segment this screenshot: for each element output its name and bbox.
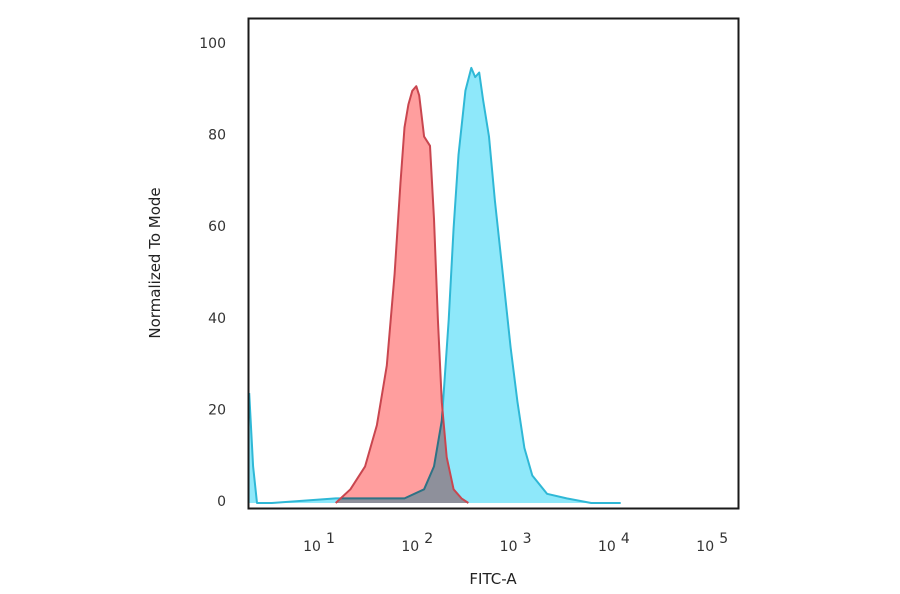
isotype-histogram-line — [335, 85, 469, 504]
y-tick-label: 0 — [217, 494, 226, 510]
x-axis-title: FITC-A — [469, 570, 517, 588]
y-axis-title: Normalized To Mode — [146, 187, 164, 338]
x-tick-label: 10 — [303, 539, 321, 555]
x-tick-exponent: 2 — [424, 531, 433, 547]
x-axis-ticks: 10 1 10 2 10 3 10 4 10 5 — [303, 531, 728, 555]
y-axis-ticks: 0 20 40 60 80 100 — [199, 36, 226, 510]
x-tick-label: 10 — [401, 539, 419, 555]
x-tick-label: 10 — [696, 539, 714, 555]
plot-frame — [247, 17, 740, 510]
y-tick-label: 60 — [208, 219, 226, 235]
x-tick-exponent: 1 — [326, 531, 335, 547]
x-tick-exponent: 4 — [621, 531, 630, 547]
y-tick-label: 100 — [199, 36, 226, 52]
y-tick-label: 20 — [208, 402, 226, 418]
x-tick-exponent: 3 — [523, 531, 532, 547]
x-tick-label: 10 — [500, 539, 518, 555]
plot-area — [249, 66, 621, 504]
isotype-histogram-fill — [335, 86, 469, 503]
y-tick-label: 80 — [208, 128, 226, 144]
x-tick-label: 10 — [598, 539, 616, 555]
x-tick-exponent: 5 — [719, 531, 728, 547]
y-tick-label: 40 — [208, 311, 226, 327]
